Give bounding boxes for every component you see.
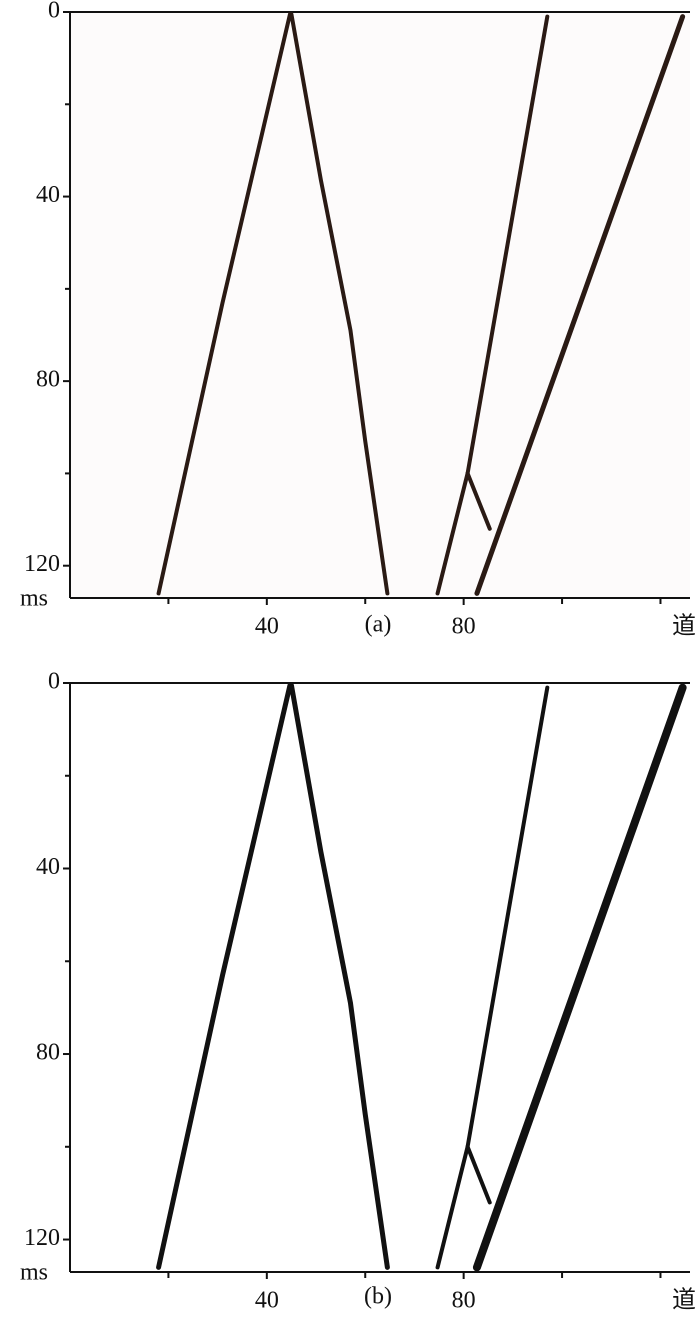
panel: 0 40 80 120 40 80 ms 道 (b) <box>20 669 696 1314</box>
panel-title: (a) <box>365 612 392 638</box>
y-tick-label: 80 <box>36 1040 60 1066</box>
x-tick-label: 40 <box>255 1288 279 1314</box>
pick-curve <box>465 1144 492 1205</box>
y-tick-label: 40 <box>36 182 60 208</box>
y-tick-label: 80 <box>36 367 60 393</box>
y-axis-label: ms <box>20 1260 48 1286</box>
pick-curve <box>288 682 390 1270</box>
y-axis-label: ms <box>20 586 48 612</box>
pick-curve <box>474 14 686 596</box>
y-tick-label: 0 <box>48 0 60 24</box>
y-tick-label: 120 <box>24 1225 60 1251</box>
x-axis-label: 道 <box>672 613 696 640</box>
x-tick-label: 80 <box>452 614 476 640</box>
panel-title: (b) <box>364 1284 392 1310</box>
y-tick-label: 120 <box>24 551 60 577</box>
pick-curve <box>472 683 687 1272</box>
pick-curve <box>156 12 292 596</box>
y-tick-label: 40 <box>36 854 60 880</box>
pick-curve <box>156 682 293 1270</box>
x-tick-label: 80 <box>452 1288 476 1314</box>
pick-curve <box>465 471 492 531</box>
plot-area <box>70 12 690 598</box>
plot-area <box>70 683 690 1272</box>
x-axis-label: 道 <box>672 1287 696 1314</box>
x-tick-label: 40 <box>255 614 279 640</box>
y-tick-label: 0 <box>48 669 60 695</box>
pick-curve <box>289 12 390 596</box>
panel: 0 40 80 120 40 80 ms 道 (a) <box>20 0 696 640</box>
